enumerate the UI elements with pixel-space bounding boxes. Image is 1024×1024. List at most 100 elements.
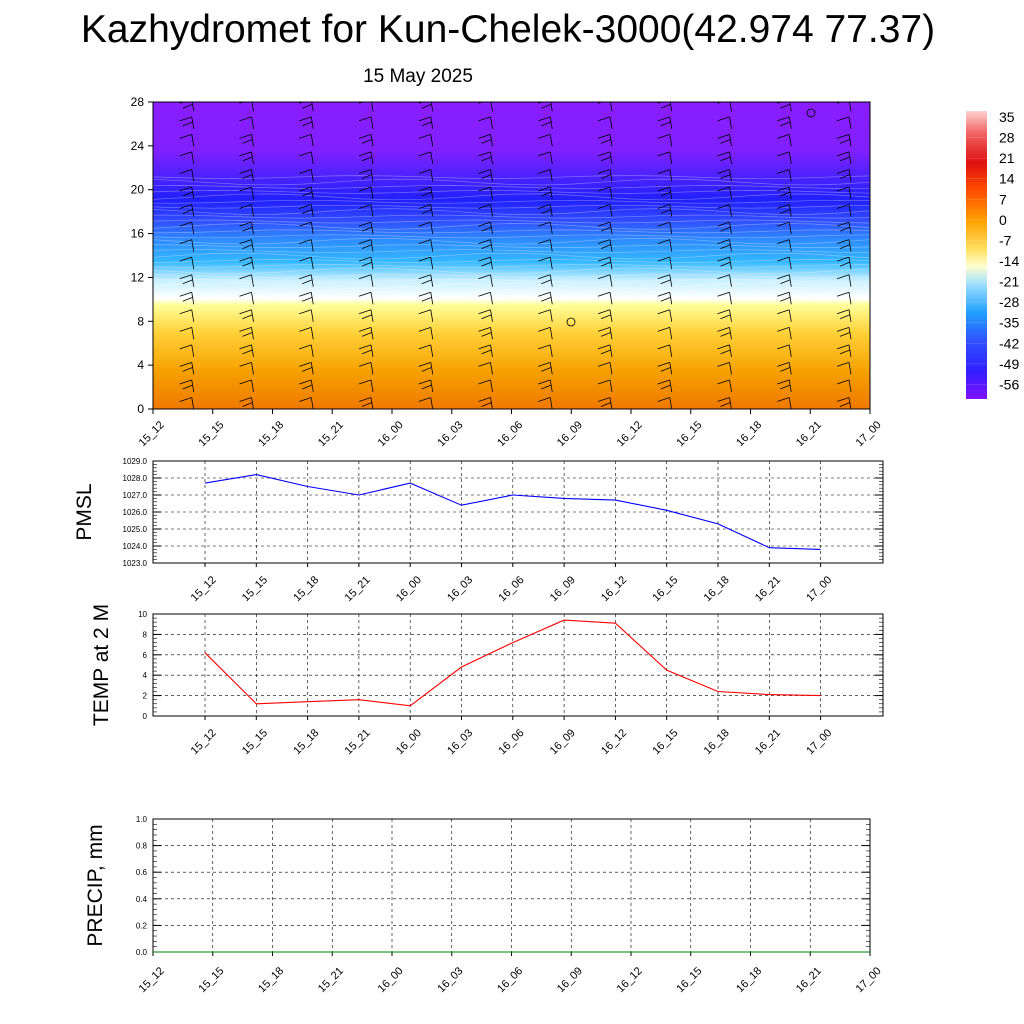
wind-barb (490, 102, 493, 112)
wind-barb (490, 274, 493, 287)
wind-barb (418, 204, 431, 209)
x-tick-label: 15_15 (196, 419, 226, 449)
x-tick-label: 16_15 (650, 727, 680, 757)
wind-barb (299, 221, 312, 227)
wind-barb (657, 239, 670, 245)
wind-barb (777, 326, 790, 332)
colorbar-label: 35 (999, 109, 1015, 125)
y-axis-label: TEMP at 2 M (90, 604, 113, 726)
wind-barb (310, 169, 314, 182)
wind-barb (239, 397, 252, 402)
wind-barb (541, 103, 552, 109)
wind-barb (302, 384, 313, 390)
wind-barb (549, 274, 553, 287)
wind-barb (777, 116, 790, 122)
wind-barb (490, 344, 493, 357)
wind-barb (421, 121, 432, 127)
wind-barb (780, 296, 791, 302)
wind-barb (839, 226, 851, 232)
x-tick-label: 17_00 (804, 727, 834, 757)
wind-barb (179, 116, 192, 122)
colorbar-label: -35 (999, 315, 1019, 331)
colorbar-label: -42 (999, 335, 1019, 351)
wind-barb (251, 186, 254, 200)
wind-barb (490, 239, 493, 252)
wind-barb (191, 397, 195, 409)
wind-barb (788, 204, 792, 217)
wind-barb (239, 151, 252, 157)
x-tick-label: 16_09 (555, 419, 585, 449)
x-tick-label: 16_21 (794, 965, 824, 995)
wind-barb (302, 121, 313, 127)
wind-barb (418, 221, 431, 227)
chart-date: 15 May 2025 (363, 66, 473, 87)
wind-barb (358, 309, 372, 315)
wind-barb (191, 274, 195, 287)
wind-barb (720, 402, 731, 407)
wind-barb (310, 309, 314, 322)
wind-barb (600, 314, 612, 320)
wind-barb (538, 309, 551, 315)
wind-barb (418, 291, 431, 297)
wind-barb (600, 261, 612, 267)
wind-barb (358, 344, 372, 350)
x-tick-label: 16_00 (394, 574, 424, 604)
wind-barb (669, 102, 673, 112)
contour-line (153, 199, 870, 204)
wind-barb (299, 133, 312, 139)
x-tick-label: 16_03 (435, 965, 465, 995)
wind-barb (777, 309, 790, 315)
wind-barb (597, 204, 611, 209)
wind-barb (777, 274, 790, 280)
wind-barb (421, 209, 432, 214)
wind-barb (310, 151, 314, 164)
wind-barb (299, 291, 312, 297)
x-tick-label: 15_21 (316, 965, 346, 995)
wind-barb (549, 116, 553, 129)
wind-barb (299, 344, 312, 350)
wind-barb (777, 379, 790, 385)
wind-barb (729, 151, 732, 164)
wind-barb (191, 116, 195, 129)
wind-barb (780, 367, 791, 372)
y-tick-label: 2 (143, 692, 148, 701)
colorbar-label: -14 (999, 253, 1019, 269)
wind-barb (848, 362, 852, 375)
wind-barb (609, 309, 613, 322)
y-tick-label: 16 (131, 227, 145, 241)
wind-barb (609, 274, 613, 287)
wind-barb (788, 397, 792, 409)
wind-barb (251, 102, 254, 112)
wind-barb (251, 169, 254, 182)
wind-barb (179, 186, 192, 192)
wind-barb (597, 239, 611, 245)
contour-line (153, 252, 870, 260)
wind-barb (478, 362, 491, 367)
contour-line (153, 267, 870, 275)
wind-barb (191, 379, 195, 393)
plot-frame (152, 613, 884, 717)
wind-barb (660, 279, 671, 285)
wind-barb (251, 257, 254, 270)
wind-barb (239, 102, 245, 104)
y-tick-label: 28 (131, 95, 145, 109)
x-tick-label: 15_12 (189, 727, 219, 757)
temp-panel: 0 2 4 6 8 10 15_12 15_15 15_18 15_21 16_00 16_03 16_… (90, 604, 884, 757)
calm-marker (806, 108, 816, 118)
y-tick-label: 6 (143, 651, 148, 660)
wind-barb (849, 102, 852, 112)
wind-barb (788, 274, 792, 287)
wind-barb (597, 274, 611, 280)
wind-barb (418, 274, 431, 280)
wind-barb (310, 292, 314, 305)
wind-barb (549, 257, 553, 270)
wind-barb (836, 133, 850, 139)
x-tick-label: 15_18 (256, 419, 286, 449)
wind-barb (490, 309, 493, 322)
wind-barb (478, 397, 491, 402)
wind-barb (549, 327, 553, 340)
wind-barb (310, 222, 314, 235)
series-line (204, 474, 821, 550)
wind-barb (836, 256, 850, 262)
wind-barb (182, 296, 193, 302)
